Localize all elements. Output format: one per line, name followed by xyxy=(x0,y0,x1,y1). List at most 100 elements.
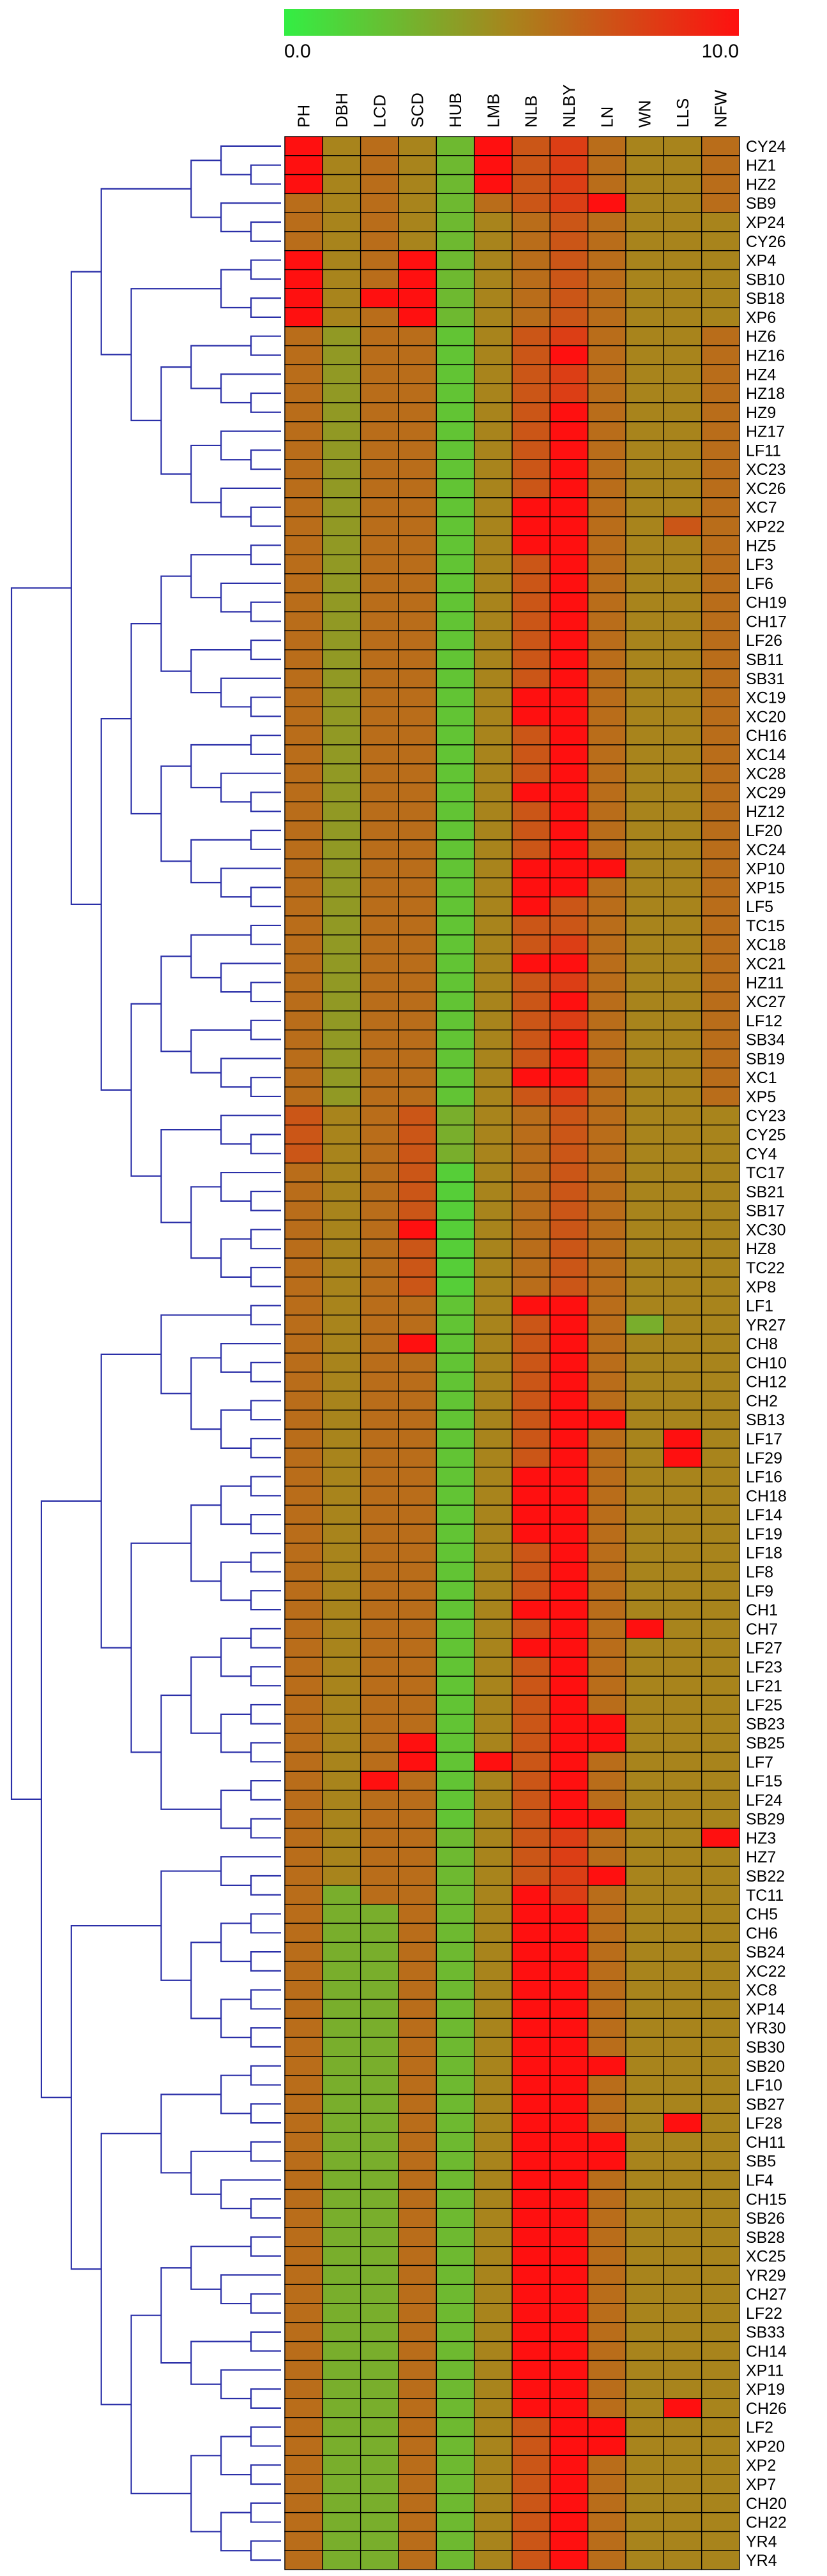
heatmap-cell xyxy=(549,269,589,289)
heatmap-cell xyxy=(701,630,740,650)
heatmap-cell xyxy=(587,1771,626,1791)
heatmap-cell xyxy=(284,2037,324,2057)
heatmap-cells xyxy=(284,136,740,2570)
heatmap-cell xyxy=(473,2018,513,2038)
heatmap-cell xyxy=(473,1866,513,1886)
heatmap-cell xyxy=(701,592,740,613)
heatmap-cell xyxy=(436,1998,475,2019)
heatmap-cell xyxy=(473,326,513,347)
row-label: SB31 xyxy=(746,670,785,688)
heatmap-cell xyxy=(512,1903,551,1924)
heatmap-cell xyxy=(398,478,437,498)
heatmap-cell xyxy=(360,1466,399,1487)
heatmap-cell xyxy=(512,991,551,1012)
heatmap-cell xyxy=(663,896,702,917)
heatmap-cell xyxy=(625,1656,665,1677)
heatmap-cell xyxy=(473,1372,513,1392)
heatmap-cell xyxy=(625,1201,665,1221)
heatmap-cell xyxy=(663,1466,702,1487)
heatmap-cell xyxy=(284,1504,324,1525)
heatmap-cell xyxy=(663,1751,702,1772)
heatmap-cell xyxy=(473,1124,513,1145)
heatmap-cell xyxy=(701,402,740,423)
heatmap-cell xyxy=(436,516,475,537)
heatmap-cell xyxy=(360,2417,399,2437)
heatmap-cell xyxy=(322,649,361,670)
heatmap-cell xyxy=(398,782,437,803)
heatmap-cell xyxy=(284,1619,324,1639)
heatmap-cell xyxy=(512,326,551,347)
heatmap-cell xyxy=(322,1580,361,1601)
heatmap-cell xyxy=(549,1732,589,1753)
heatmap-cell xyxy=(663,1448,702,1468)
heatmap-cell xyxy=(360,611,399,632)
heatmap-cell xyxy=(663,288,702,308)
heatmap-cell xyxy=(398,2493,437,2513)
heatmap-cell xyxy=(512,972,551,992)
heatmap-cell xyxy=(322,478,361,498)
heatmap-cell xyxy=(701,2550,740,2570)
heatmap-cell xyxy=(436,2322,475,2342)
heatmap-cell xyxy=(663,1295,702,1316)
heatmap-cell xyxy=(360,478,399,498)
heatmap-cell xyxy=(663,706,702,726)
heatmap-cell xyxy=(322,1048,361,1068)
row-label: XC19 xyxy=(746,689,786,707)
heatmap-cell xyxy=(663,2189,702,2209)
heatmap-cell xyxy=(549,1656,589,1677)
row-label: XP11 xyxy=(746,2362,784,2379)
dendrogram-branch xyxy=(250,1818,281,1839)
heatmap-cell xyxy=(398,2550,437,2570)
row-label: XP14 xyxy=(746,2000,785,2018)
heatmap-cell xyxy=(398,1238,437,1259)
heatmap-cell xyxy=(360,1257,399,1278)
heatmap-cell xyxy=(436,744,475,765)
row-label: SB34 xyxy=(746,1031,785,1049)
heatmap-cell xyxy=(473,2550,513,2570)
heatmap-cell xyxy=(360,1998,399,2019)
heatmap-cell xyxy=(398,1162,437,1183)
heatmap-cell xyxy=(701,1543,740,1563)
heatmap-cell xyxy=(473,1010,513,1031)
heatmap-cell xyxy=(322,1599,361,1620)
row-label: CY26 xyxy=(746,233,786,251)
heatmap-cell xyxy=(322,1866,361,1886)
heatmap-cell xyxy=(284,1922,324,1943)
heatmap-cell xyxy=(663,1067,702,1088)
heatmap-cell xyxy=(436,858,475,879)
heatmap-cell xyxy=(284,1372,324,1392)
heatmap-cell xyxy=(322,2093,361,2114)
heatmap-cell xyxy=(473,1162,513,1183)
heatmap-cell xyxy=(284,2093,324,2114)
heatmap-cell xyxy=(360,839,399,860)
heatmap-cell xyxy=(512,1238,551,1259)
heatmap-cell xyxy=(549,307,589,327)
heatmap-cell xyxy=(436,2037,475,2057)
heatmap-cell xyxy=(436,2265,475,2285)
heatmap-cell xyxy=(512,1219,551,1240)
heatmap-cell xyxy=(360,1143,399,1164)
heatmap-cell xyxy=(436,1105,475,1126)
heatmap-cell xyxy=(436,288,475,308)
heatmap-cell xyxy=(587,307,626,327)
heatmap-cell xyxy=(436,2018,475,2038)
heatmap-cell xyxy=(587,231,626,251)
heatmap-cell xyxy=(663,744,702,765)
heatmap-cell xyxy=(512,1333,551,1354)
heatmap-cell xyxy=(322,592,361,613)
heatmap-cell xyxy=(398,554,437,574)
heatmap-cell xyxy=(663,1181,702,1202)
dendrogram-branch xyxy=(190,444,222,504)
heatmap-cell xyxy=(398,1219,437,1240)
heatmap-cell xyxy=(701,1010,740,1031)
heatmap-cell xyxy=(436,497,475,518)
heatmap-cell xyxy=(284,668,324,689)
heatmap-cell xyxy=(473,1277,513,1297)
heatmap-cell xyxy=(701,1390,740,1411)
heatmap-cell xyxy=(701,535,740,555)
heatmap-cell xyxy=(549,2379,589,2399)
heatmap-cell xyxy=(549,2227,589,2247)
heatmap-cell xyxy=(587,1638,626,1658)
heatmap-cell xyxy=(398,136,437,156)
heatmap-cell xyxy=(512,725,551,745)
